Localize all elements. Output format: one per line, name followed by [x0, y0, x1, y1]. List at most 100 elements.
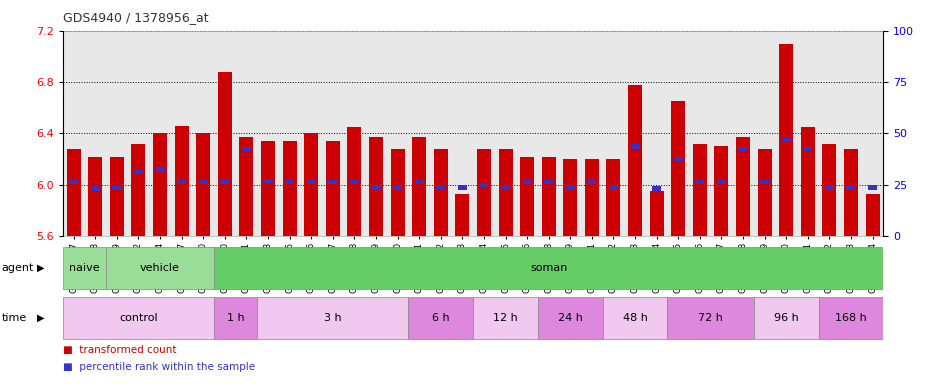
Bar — [408, 296, 473, 339]
Bar — [214, 247, 883, 289]
Bar — [628, 84, 642, 236]
Bar — [437, 185, 445, 190]
Bar — [672, 101, 685, 236]
Bar — [501, 185, 510, 190]
Bar — [257, 296, 408, 339]
Bar — [455, 194, 469, 236]
Bar — [155, 167, 165, 172]
Bar — [390, 149, 404, 236]
Bar — [866, 194, 880, 236]
Bar — [214, 296, 257, 339]
Bar — [307, 180, 315, 184]
Text: soman: soman — [530, 263, 567, 273]
Text: 12 h: 12 h — [493, 313, 518, 323]
Bar — [758, 149, 771, 236]
Bar — [67, 149, 80, 236]
Bar — [631, 144, 639, 149]
Bar — [693, 144, 707, 236]
Bar — [673, 157, 683, 161]
Bar — [822, 144, 836, 236]
Text: ■  percentile rank within the sample: ■ percentile rank within the sample — [63, 362, 255, 372]
Bar — [649, 191, 663, 236]
Bar — [326, 141, 339, 236]
Bar — [538, 296, 603, 339]
Bar — [607, 159, 621, 236]
Text: 24 h: 24 h — [558, 313, 583, 323]
Bar — [220, 180, 229, 184]
Bar — [91, 186, 100, 191]
Bar — [782, 137, 791, 142]
Bar — [819, 296, 883, 339]
Bar — [196, 133, 210, 236]
Bar — [477, 149, 491, 236]
Bar — [264, 179, 273, 183]
Bar — [738, 147, 747, 151]
Bar — [868, 185, 877, 190]
Text: GDS4940 / 1378956_at: GDS4940 / 1378956_at — [63, 12, 208, 25]
Bar — [844, 149, 858, 236]
Bar — [369, 137, 383, 236]
Text: 96 h: 96 h — [774, 313, 798, 323]
Bar — [63, 296, 214, 339]
Bar — [217, 72, 232, 236]
Text: ■  transformed count: ■ transformed count — [63, 345, 177, 355]
Bar — [240, 137, 253, 236]
Bar — [736, 137, 750, 236]
Text: 6 h: 6 h — [432, 313, 450, 323]
Bar — [153, 133, 167, 236]
Text: 3 h: 3 h — [324, 313, 341, 323]
Text: time: time — [2, 313, 27, 323]
Bar — [261, 141, 275, 236]
Bar — [652, 186, 661, 191]
Bar — [542, 157, 556, 236]
Bar — [825, 185, 834, 190]
Bar — [585, 159, 598, 236]
Bar — [714, 146, 729, 236]
Bar — [779, 43, 794, 236]
Text: agent: agent — [2, 263, 34, 273]
Bar — [177, 180, 186, 184]
Bar — [587, 180, 597, 184]
Bar — [304, 133, 318, 236]
Bar — [328, 180, 338, 184]
Bar — [846, 185, 856, 190]
Bar — [499, 149, 512, 236]
Bar — [563, 159, 577, 236]
Text: 168 h: 168 h — [835, 313, 867, 323]
Bar — [241, 147, 251, 151]
Bar — [110, 157, 124, 236]
Bar — [199, 180, 208, 184]
Bar — [175, 126, 189, 236]
Bar — [668, 296, 754, 339]
Bar — [434, 149, 448, 236]
Text: naive: naive — [69, 263, 100, 273]
Bar — [63, 247, 106, 289]
Bar — [544, 180, 553, 184]
Text: ▶: ▶ — [37, 313, 44, 323]
Bar — [283, 141, 297, 236]
Bar — [803, 147, 812, 151]
Bar — [414, 180, 424, 184]
Bar — [717, 180, 726, 184]
Bar — [285, 180, 294, 184]
Text: 72 h: 72 h — [698, 313, 723, 323]
Bar — [696, 180, 705, 184]
Bar — [760, 180, 770, 184]
Text: 48 h: 48 h — [623, 313, 648, 323]
Bar — [372, 185, 380, 190]
Bar — [479, 182, 488, 187]
Bar — [106, 247, 214, 289]
Bar — [134, 170, 143, 174]
Bar — [348, 127, 362, 236]
Bar — [393, 185, 402, 190]
Bar — [520, 157, 534, 236]
Bar — [69, 180, 79, 184]
Bar — [603, 296, 668, 339]
Text: vehicle: vehicle — [140, 263, 180, 273]
Bar — [350, 180, 359, 184]
Text: control: control — [119, 313, 158, 323]
Bar — [609, 185, 618, 190]
Bar — [131, 144, 145, 236]
Bar — [474, 296, 538, 339]
Bar — [523, 180, 532, 184]
